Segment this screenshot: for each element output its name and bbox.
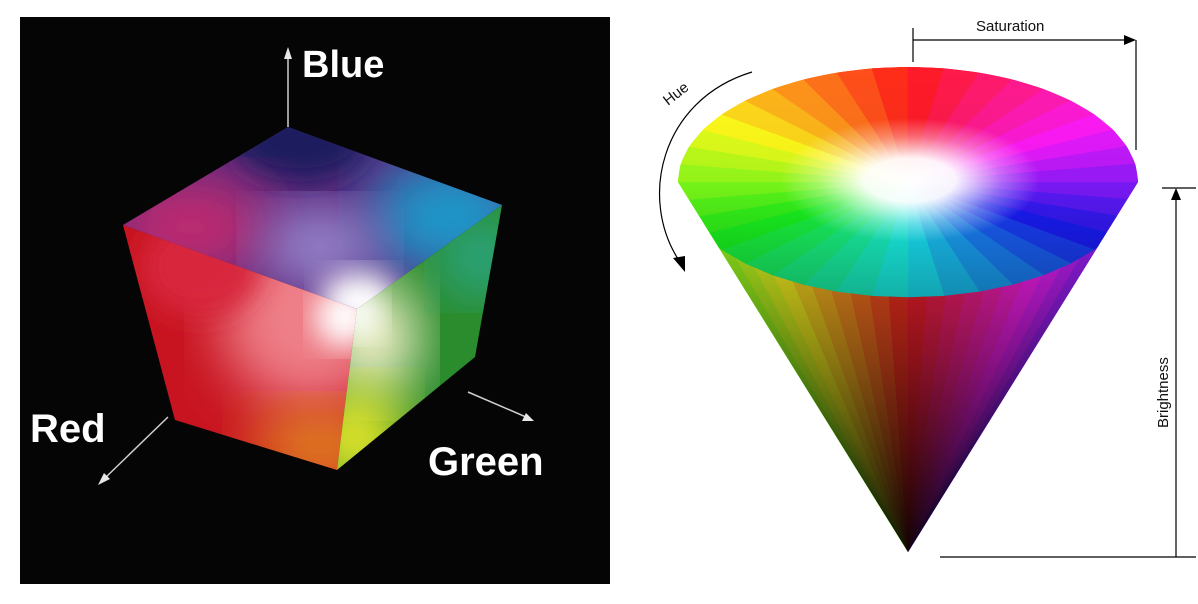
red-axis-line: [103, 416, 169, 480]
hue-label: Hue: [660, 79, 692, 109]
rgb-cube-panel: Blue Red: [20, 17, 610, 584]
hsv-cone-panel: Saturation Hue Brightness: [630, 0, 1198, 604]
green-axis-label: Green: [428, 440, 544, 484]
saturation-arrowhead: [1124, 35, 1136, 45]
green-axis-arrowhead: [522, 413, 534, 421]
hue-arrowhead: [673, 256, 685, 272]
rgb-cube-figure: Blue Red: [30, 44, 544, 485]
green-axis-line: [467, 391, 527, 418]
brightness-arrowhead: [1171, 188, 1181, 200]
brightness-label: Brightness: [1155, 357, 1172, 428]
hue-arrow-curve: [659, 71, 753, 263]
red-axis-arrowhead: [98, 473, 110, 485]
blue-axis-label: Blue: [302, 44, 384, 86]
hsv-cone-figure: Saturation Hue Brightness: [659, 18, 1196, 558]
cone-white-center: [780, 118, 1040, 242]
blue-axis-arrowhead: [284, 47, 292, 59]
red-axis-label: Red: [30, 407, 106, 451]
saturation-label: Saturation: [976, 18, 1044, 35]
